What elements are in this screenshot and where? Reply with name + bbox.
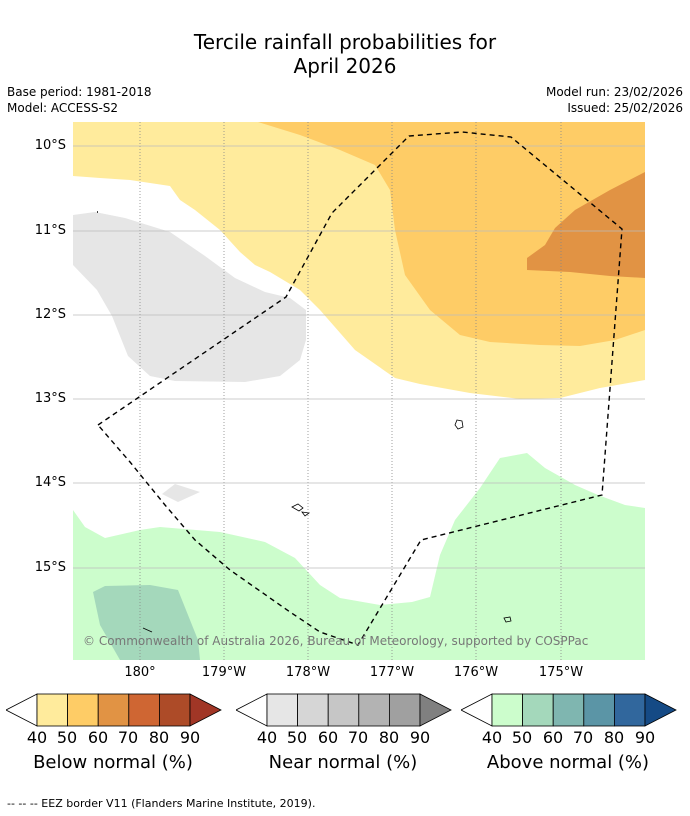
cb-near-tick: 40 bbox=[256, 728, 278, 747]
lat-label-11s: 11°S bbox=[34, 223, 66, 238]
model-name: Model: ACCESS-S2 bbox=[7, 101, 119, 115]
near-normal-40-blob bbox=[162, 484, 200, 502]
colorbar-below-normal bbox=[6, 693, 222, 727]
title-line-2: April 2026 bbox=[293, 54, 397, 78]
lat-label-12s: 12°S bbox=[34, 307, 66, 322]
cb-near-tick: 60 bbox=[317, 728, 339, 747]
lat-label-14s: 14°S bbox=[34, 475, 66, 490]
lon-label-178w: 178°W bbox=[285, 665, 331, 680]
eez-border bbox=[96, 131, 623, 646]
lon-label-180: 180° bbox=[124, 665, 156, 680]
colorbar-near-low-arrow bbox=[236, 693, 268, 727]
colorbar-below-low-arrow bbox=[6, 693, 38, 727]
colorbar-near-label: Near normal (%) bbox=[268, 752, 418, 773]
island-2 bbox=[291, 503, 311, 517]
colorbar-above-high-arrow bbox=[644, 693, 677, 727]
colorbar-near-high-arrow bbox=[419, 693, 452, 727]
chart-title: Tercile rainfall probabilities for April… bbox=[0, 30, 690, 78]
lon-label-179w: 179°W bbox=[201, 665, 247, 680]
cb-near-tick: 90 bbox=[409, 728, 431, 747]
graticule bbox=[73, 122, 645, 660]
title-line-1: Tercile rainfall probabilities for bbox=[193, 30, 497, 54]
colorbar-below-high-arrow bbox=[189, 693, 222, 727]
colorbar-above-normal bbox=[461, 693, 677, 727]
lon-label-175w: 175°W bbox=[538, 665, 584, 680]
colorbar-above-low-arrow bbox=[461, 693, 493, 727]
cb-above-tick: 40 bbox=[481, 728, 503, 747]
cb-above-tick: 90 bbox=[634, 728, 656, 747]
below-normal-60-region bbox=[527, 172, 645, 278]
issued-date: Issued: 25/02/2026 bbox=[567, 101, 683, 115]
cb-below-tick: 80 bbox=[148, 728, 170, 747]
cb-above-tick: 60 bbox=[542, 728, 564, 747]
colorbar-cell bbox=[158, 693, 191, 727]
cb-below-tick: 90 bbox=[179, 728, 201, 747]
model-run: Model run: 23/02/2026 bbox=[545, 85, 683, 99]
cb-below-tick: 70 bbox=[117, 728, 139, 747]
cb-above-tick: 70 bbox=[572, 728, 594, 747]
colorbar-cell bbox=[97, 693, 130, 727]
copyright-notice: © Commonwealth of Australia 2026, Bureau… bbox=[83, 634, 589, 648]
cb-near-tick: 70 bbox=[347, 728, 369, 747]
colorbar-cell bbox=[358, 693, 390, 727]
near-normal-40-region bbox=[73, 212, 306, 382]
lon-label-176w: 176°W bbox=[453, 665, 499, 680]
below-normal-50-region bbox=[258, 122, 645, 346]
colorbar-near-normal bbox=[236, 693, 452, 727]
cb-below-tick: 40 bbox=[26, 728, 48, 747]
map-fill bbox=[73, 122, 645, 660]
colorbar-cell bbox=[67, 693, 99, 727]
colorbar-cell bbox=[583, 693, 615, 727]
cb-near-tick: 80 bbox=[378, 728, 400, 747]
base-period: Base period: 1981-2018 bbox=[7, 85, 152, 99]
colorbar-cell bbox=[613, 693, 646, 727]
lat-label-13s: 13°S bbox=[34, 391, 66, 406]
colorbar-cell bbox=[36, 693, 69, 727]
island-4 bbox=[142, 627, 153, 633]
colorbar-cell bbox=[297, 693, 329, 727]
colorbar-cell bbox=[552, 693, 585, 727]
island-3 bbox=[503, 616, 512, 623]
cb-near-tick: 50 bbox=[286, 728, 308, 747]
colorbar-cell bbox=[388, 693, 421, 727]
eez-footnote: -- -- -- EEZ border V11 (Flanders Marine… bbox=[7, 797, 316, 810]
above-normal-40-region bbox=[73, 453, 645, 660]
colorbar-cell bbox=[522, 693, 554, 727]
cb-below-tick: 60 bbox=[87, 728, 109, 747]
lat-label-10s: 10°S bbox=[34, 138, 66, 153]
colorbar-below-label: Below normal (%) bbox=[33, 752, 193, 773]
metadata-right: Model run: 23/02/2026 Issued: 25/02/2026 bbox=[546, 84, 683, 116]
colorbar-cell bbox=[266, 693, 299, 727]
colorbar-cell bbox=[491, 693, 524, 727]
island-1 bbox=[454, 419, 464, 430]
lon-label-177w: 177°W bbox=[369, 665, 415, 680]
colorbar-above-label: Above normal (%) bbox=[486, 752, 650, 773]
colorbar-cell bbox=[327, 693, 360, 727]
colorbar-cell bbox=[128, 693, 160, 727]
cb-above-tick: 80 bbox=[603, 728, 625, 747]
above-normal-50-region bbox=[93, 585, 200, 660]
cb-below-tick: 50 bbox=[56, 728, 78, 747]
cb-above-tick: 50 bbox=[511, 728, 533, 747]
lat-label-15s: 15°S bbox=[34, 560, 66, 575]
metadata-left: Base period: 1981-2018 Model: ACCESS-S2 bbox=[7, 84, 152, 116]
